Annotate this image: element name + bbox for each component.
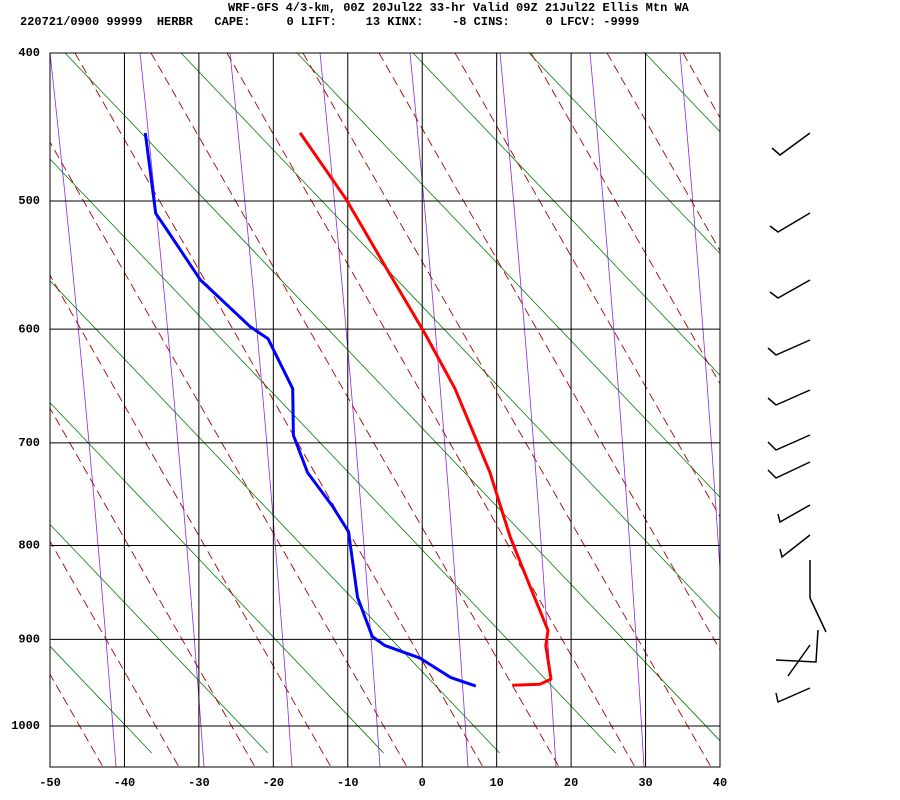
y-tick-label: 1000 xyxy=(11,719,40,733)
dry-adiabat xyxy=(50,280,500,754)
y-tick-label: 700 xyxy=(18,436,40,450)
x-tick-label: 30 xyxy=(638,776,652,790)
x-tick-label: 40 xyxy=(713,776,727,790)
dry-adiabat xyxy=(50,523,268,754)
profile-line xyxy=(298,132,553,687)
chart-title: WRF-GFS 4/3-km, 00Z 20Jul22 33-hr Valid … xyxy=(228,1,690,15)
x-tick-label: 0 xyxy=(419,776,426,790)
moist-adiabat xyxy=(226,53,636,767)
y-tick-label: 400 xyxy=(18,46,40,60)
dry-adiabat xyxy=(180,53,720,620)
x-tick-label: -40 xyxy=(114,776,136,790)
dry-adiabat xyxy=(50,158,616,754)
wind-barb xyxy=(775,629,819,663)
moist-adiabat xyxy=(74,53,484,767)
x-tick-label: -30 xyxy=(188,776,210,790)
y-tick-label: 900 xyxy=(18,632,40,646)
wind-barb xyxy=(809,597,827,633)
x-tick-label: 10 xyxy=(489,776,503,790)
isotherm-line xyxy=(409,53,469,767)
moist-adiabat xyxy=(454,53,720,518)
dry-adiabat xyxy=(528,53,720,255)
wind-barb xyxy=(775,687,811,704)
isotherm-line xyxy=(139,53,205,767)
moist-adiabat xyxy=(302,53,712,767)
wind-barb xyxy=(779,534,811,559)
moist-adiabat xyxy=(50,141,408,767)
isotherm-line xyxy=(319,53,381,767)
wind-barb xyxy=(767,461,811,479)
reference-lines xyxy=(50,53,720,767)
dry-adiabat xyxy=(64,53,720,742)
dry-adiabat xyxy=(412,53,720,376)
profile-line xyxy=(143,132,477,688)
moist-adiabat xyxy=(150,53,560,767)
moist-adiabat xyxy=(50,274,332,767)
dry-adiabat xyxy=(296,53,720,498)
moist-adiabat xyxy=(378,53,720,651)
wind-barb xyxy=(771,132,811,156)
x-tick-label: 20 xyxy=(564,776,578,790)
wind-barb xyxy=(767,434,811,451)
wind-barb xyxy=(767,389,811,406)
y-tick-label: 800 xyxy=(18,539,40,553)
x-tick-label: -50 xyxy=(39,776,61,790)
x-tick-label: -10 xyxy=(337,776,359,790)
x-tick-label: -20 xyxy=(263,776,285,790)
plot-frame xyxy=(49,52,721,768)
isotherm-line xyxy=(679,53,720,576)
wind-barb xyxy=(767,339,811,356)
wind-barb xyxy=(787,644,811,677)
isotherm-line xyxy=(589,53,645,767)
isotherm-line xyxy=(50,53,117,767)
chart-subtitle: 220721/0900 99999 HERBR CAPE: 0 LIFT: 13… xyxy=(20,15,639,29)
wind-barb xyxy=(777,504,811,524)
wind-barb xyxy=(769,279,811,299)
profiles xyxy=(143,132,553,688)
wind-barbs xyxy=(767,132,827,704)
moist-adiabat xyxy=(50,407,256,767)
y-tick-label: 500 xyxy=(18,194,40,208)
isotherm-line xyxy=(229,53,293,767)
y-tick-label: 600 xyxy=(18,322,40,336)
wind-barb xyxy=(769,212,811,233)
